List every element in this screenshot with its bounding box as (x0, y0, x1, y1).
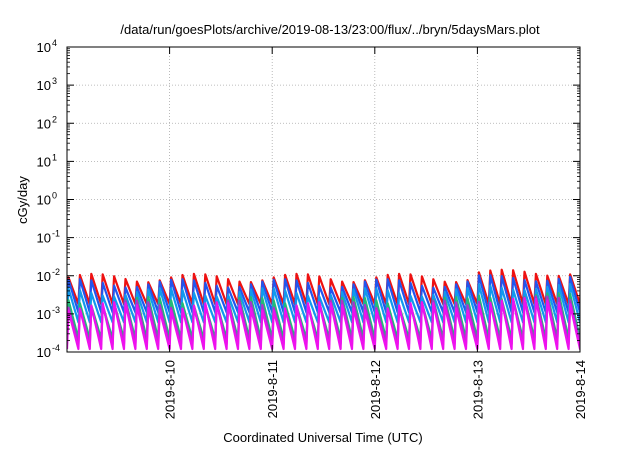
y-tick-exponent: 3 (52, 76, 57, 86)
y-tick-label: 10 (37, 269, 51, 284)
y-tick-label: 10 (37, 307, 51, 322)
x-tick-label: 2019-8-13 (470, 360, 485, 419)
series-lines (67, 268, 580, 351)
y-tick-exponent: 2 (52, 114, 57, 124)
y-tick-exponent: 1 (52, 152, 57, 162)
x-tick-label: 2019-8-10 (163, 360, 178, 419)
y-tick-label: 10 (37, 154, 51, 169)
chart-title: /data/run/goesPlots/archive/2019-08-13/2… (120, 22, 540, 37)
y-tick-exponent: -2 (52, 267, 60, 277)
y-tick-label: 10 (37, 78, 51, 93)
y-tick-exponent: 4 (52, 38, 57, 48)
x-axis-label: Coordinated Universal Time (UTC) (223, 430, 422, 445)
ticks (66, 46, 581, 353)
series-line (67, 268, 580, 306)
y-tick-label: 10 (37, 40, 51, 55)
y-tick-exponent: 0 (52, 191, 57, 201)
x-tick-label: 2019-8-11 (265, 360, 280, 418)
x-tick-label: 2019-8-12 (368, 360, 383, 419)
series-line (67, 274, 580, 314)
y-tick-exponent: -1 (52, 229, 60, 239)
y-tick-label: 10 (37, 116, 51, 131)
y-tick-label: 10 (37, 345, 51, 360)
y-tick-exponent: -3 (52, 305, 60, 315)
x-tick-label: 2019-8-14 (573, 360, 588, 419)
y-tick-exponent: -4 (52, 343, 60, 353)
y-axis-label: cGy/day (15, 176, 30, 224)
x-tick-labels: 2019-8-10 2019-8-11 2019-8-12 2019-8-13 2019… (163, 360, 588, 419)
series-group (67, 268, 580, 351)
y-tick-label: 10 (37, 193, 51, 208)
series-line (67, 282, 580, 324)
y-tick-label: 10 (37, 231, 51, 246)
series-line (67, 297, 580, 351)
